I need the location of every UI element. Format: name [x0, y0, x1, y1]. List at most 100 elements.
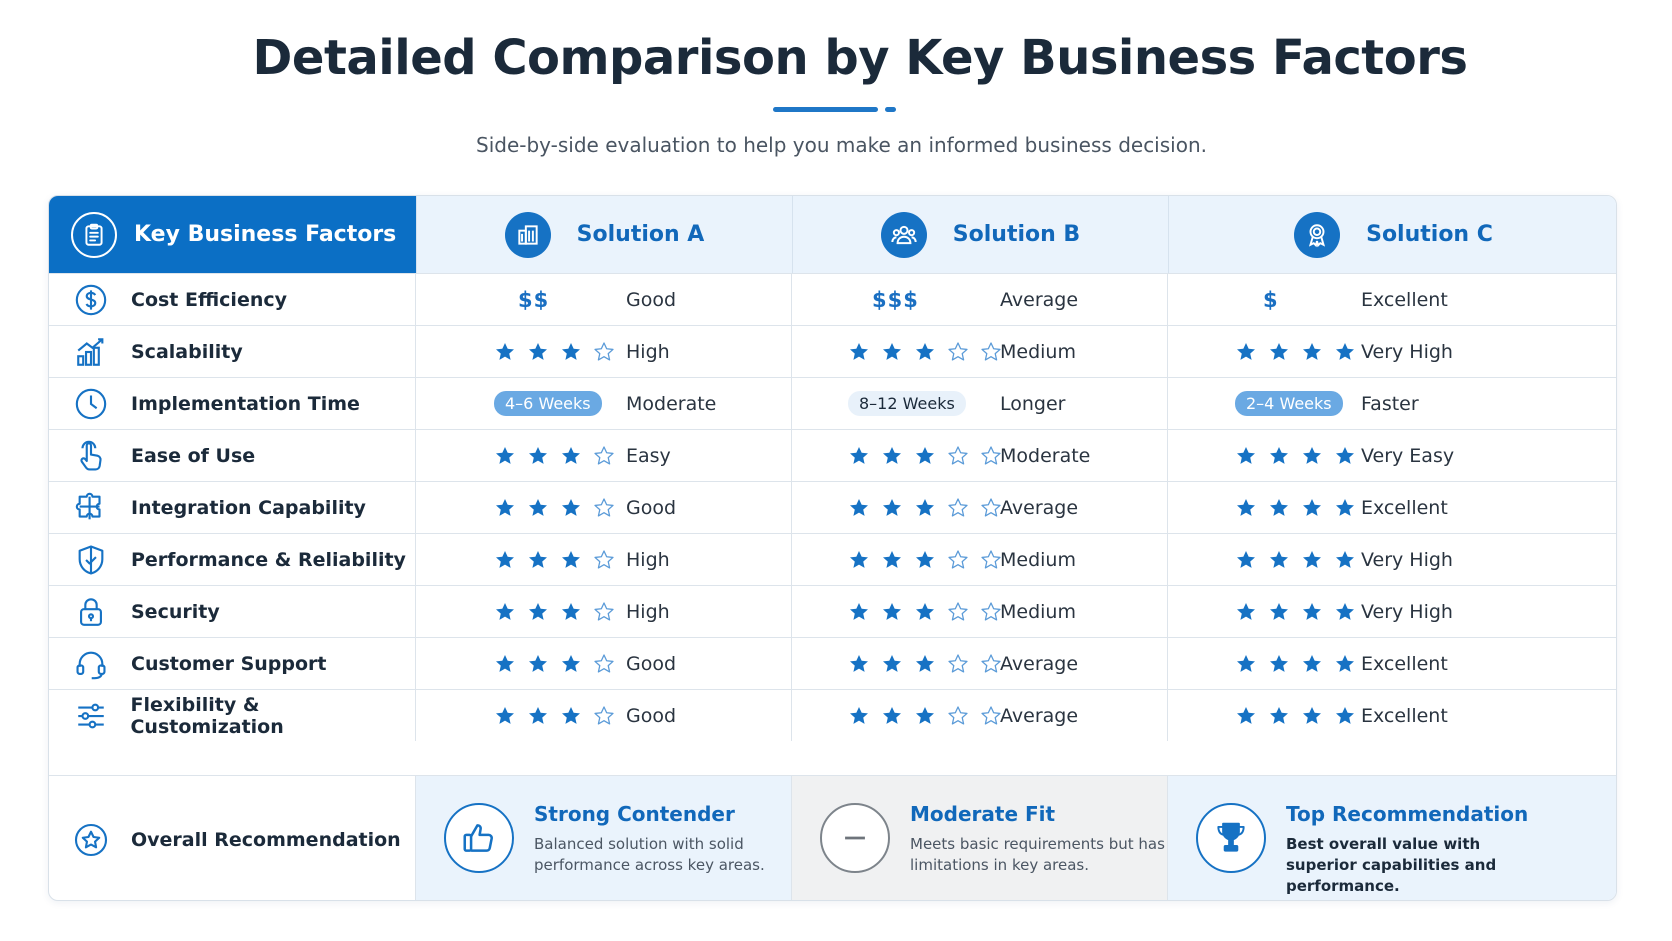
- table-row: Integration Capability Good Average Excelle…: [49, 481, 1616, 533]
- minus-circle-icon: [820, 803, 890, 873]
- factor-label: Integration Capability: [131, 496, 366, 519]
- recommendation-description: Balanced solution with solid performance…: [534, 835, 765, 874]
- star-filled-icon: [1303, 498, 1321, 516]
- star-filled-icon: [1270, 498, 1288, 516]
- star-filled-icon: [1270, 706, 1288, 724]
- star-filled-icon: [529, 602, 547, 620]
- star-filled-icon: [1237, 550, 1255, 568]
- rating-label: Excellent: [1361, 288, 1448, 311]
- solution-cell: $$ Good: [416, 274, 792, 325]
- star-rating: [848, 534, 1013, 585]
- star-filled-icon: [1336, 446, 1354, 464]
- star-filled-icon: [916, 342, 934, 360]
- star-outline-icon: [594, 601, 614, 621]
- star-outline-icon: [981, 497, 1001, 517]
- header-label: Solution A: [576, 222, 705, 247]
- stars: [1235, 601, 1367, 623]
- rating-label: Easy: [626, 444, 671, 467]
- star-filled-icon: [1237, 498, 1255, 516]
- star-filled-icon: [1303, 654, 1321, 672]
- stars: [494, 341, 626, 363]
- header-solution-b: Solution B: [792, 196, 1168, 273]
- stars: [494, 497, 626, 519]
- header-label: Solution B: [952, 222, 1081, 247]
- table-row: Customer Support Good Average Excellent: [49, 637, 1616, 689]
- hand-pointer-icon: [73, 438, 109, 474]
- star-outline-icon: [594, 705, 614, 725]
- duration-value: 8–12 Weeks: [848, 391, 966, 416]
- solution-cell: Moderate: [792, 430, 1168, 481]
- star-filled-icon: [529, 446, 547, 464]
- table-row: Cost Efficiency $$ Good $$$ Average $ Excellen…: [49, 273, 1616, 325]
- trophy-icon: [1196, 803, 1266, 873]
- star-filled-icon: [562, 446, 580, 464]
- factor-label: Flexibility & Customization: [130, 693, 284, 738]
- star-filled-icon: [1270, 550, 1288, 568]
- header-solution-a: Solution A: [416, 196, 792, 273]
- solution-cell: $ Excellent: [1168, 274, 1616, 325]
- rating-label: Average: [1000, 652, 1079, 675]
- stars: [1235, 653, 1367, 675]
- rating-label: Excellent: [1361, 704, 1448, 727]
- rating-label: Excellent: [1361, 496, 1448, 519]
- solution-cell: Average: [792, 482, 1168, 533]
- star-filled-icon: [1303, 706, 1321, 724]
- rating-label: Medium: [1000, 600, 1076, 623]
- star-outline-icon: [981, 705, 1001, 725]
- team-icon: [880, 211, 927, 258]
- header-label: Key Business Factors: [134, 222, 397, 247]
- recommendation-card: Top Recommendation Best overall value wit…: [1168, 776, 1616, 900]
- star-filled-icon: [1237, 602, 1255, 620]
- table-row: Flexibility & Customization Good Average Ex…: [49, 689, 1616, 741]
- star-filled-icon: [883, 706, 901, 724]
- star-outline-icon: [948, 705, 968, 725]
- stars: [1235, 705, 1367, 727]
- cost-indicator: $: [1263, 274, 1279, 325]
- star-filled-icon: [916, 654, 934, 672]
- stars: [848, 445, 1013, 467]
- star-filled-icon: [850, 706, 868, 724]
- duration-badge: 8–12 Weeks: [848, 378, 966, 429]
- solution-cell: High: [416, 534, 792, 585]
- star-filled-icon: [916, 446, 934, 464]
- star-rating: [494, 690, 626, 741]
- stars: [1235, 341, 1367, 363]
- rating-label: Moderate: [626, 392, 717, 415]
- star-filled-icon: [562, 342, 580, 360]
- stars: [848, 653, 1013, 675]
- duration-badge: 2–4 Weeks: [1235, 378, 1343, 429]
- solution-cell: $$$ Average: [792, 274, 1168, 325]
- rating-label: Very High: [1361, 600, 1453, 623]
- header-label: Solution C: [1366, 222, 1493, 247]
- star-outline-icon: [594, 445, 614, 465]
- cost-value: $: [1263, 287, 1279, 312]
- star-rating: [494, 326, 626, 377]
- solution-cell: Very High: [1168, 534, 1616, 585]
- stars: [1235, 549, 1367, 571]
- star-filled-icon: [529, 342, 547, 360]
- star-filled-icon: [883, 654, 901, 672]
- star-filled-icon: [562, 498, 580, 516]
- star-filled-icon: [496, 498, 514, 516]
- factor-label: Cost Efficiency: [131, 288, 288, 311]
- star-filled-icon: [1336, 602, 1354, 620]
- table-row: Security High Medium Very High: [49, 585, 1616, 637]
- star-rating: [1235, 690, 1367, 741]
- star-filled-icon: [529, 706, 547, 724]
- star-filled-icon: [850, 446, 868, 464]
- star-filled-icon: [496, 446, 514, 464]
- star-filled-icon: [883, 602, 901, 620]
- solution-cell: 8–12 Weeks Longer: [792, 378, 1168, 429]
- comparison-table: Key Business Factors Solution A Solution …: [48, 195, 1617, 901]
- rating-label: Very High: [1361, 340, 1453, 363]
- rating-label: Average: [1000, 496, 1079, 519]
- star-rating: [1235, 534, 1367, 585]
- table-row: Scalability High Medium Very High: [49, 325, 1616, 377]
- solution-cell: Average: [792, 690, 1168, 741]
- solution-cell: Very High: [1168, 326, 1616, 377]
- lock-icon: [73, 594, 109, 630]
- star-filled-icon: [916, 498, 934, 516]
- solution-cell: 4–6 Weeks Moderate: [416, 378, 792, 429]
- star-rating: [848, 430, 1013, 481]
- recommendation-title: Strong Contender: [534, 802, 735, 826]
